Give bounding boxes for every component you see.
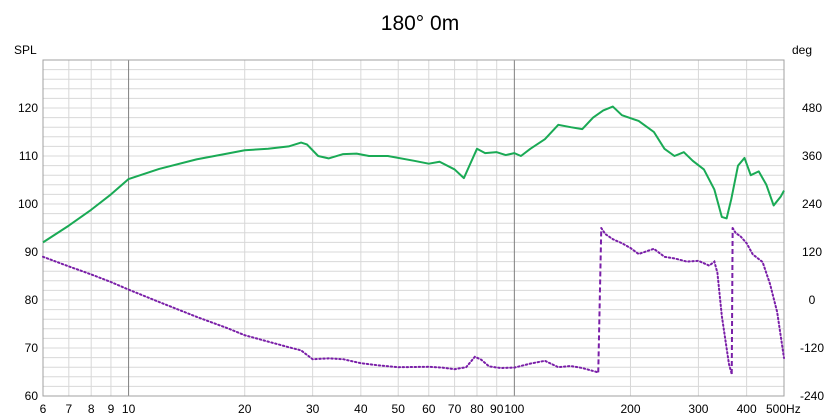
spl-curve <box>42 105 785 244</box>
x-tick-label: 10 <box>122 402 136 416</box>
right-tick-label: 120 <box>802 245 822 259</box>
x-tick-label: 90 <box>490 402 504 416</box>
chart-title: 180° 0m <box>381 12 459 35</box>
right-tick-label: 360 <box>802 149 822 163</box>
right-tick-label: 480 <box>802 101 822 115</box>
left-tick-label: 90 <box>25 245 39 259</box>
left-tick-label: 70 <box>25 341 39 355</box>
left-tick-label: 80 <box>25 293 39 307</box>
right-tick-label: -240 <box>800 389 824 403</box>
left-tick-label: 60 <box>25 389 39 403</box>
x-tick-label: 6 <box>40 402 47 416</box>
left-axis-label: SPL <box>14 43 37 57</box>
x-tick-label: 40 <box>354 402 368 416</box>
x-tick-label: 7 <box>65 402 72 416</box>
right-tick-label: -120 <box>800 341 824 355</box>
x-tick-label: 30 <box>306 402 320 416</box>
x-tick-label: 50 <box>392 402 406 416</box>
phase-curve <box>600 227 733 375</box>
x-tick-label: 60 <box>422 402 436 416</box>
right-axis-label: deg <box>792 43 812 57</box>
phase-curve <box>731 227 785 359</box>
left-tick-label: 110 <box>19 149 38 163</box>
x-tick-label: 80 <box>470 402 484 416</box>
left-tick-label: 100 <box>18 197 38 211</box>
left-tick-label: 120 <box>18 101 38 115</box>
x-tick-label: 70 <box>448 402 462 416</box>
x-tick-label: 200 <box>620 402 640 416</box>
x-tick-label: 300 <box>688 402 708 416</box>
x-tick-label: 20 <box>238 402 252 416</box>
right-tick-label: 0 <box>809 293 816 307</box>
x-tick-label: 100 <box>504 402 524 416</box>
right-tick-label: 240 <box>802 197 822 211</box>
phase-wrap-line <box>730 227 734 375</box>
x-tick-label: 400 <box>737 402 757 416</box>
x-tick-label: 500Hz <box>766 402 801 416</box>
plot-frame <box>42 59 785 397</box>
x-tick-label: 9 <box>108 402 115 416</box>
x-tick-label: 8 <box>88 402 95 416</box>
phase-curve <box>42 255 600 374</box>
phase-wrap-line <box>597 227 603 373</box>
